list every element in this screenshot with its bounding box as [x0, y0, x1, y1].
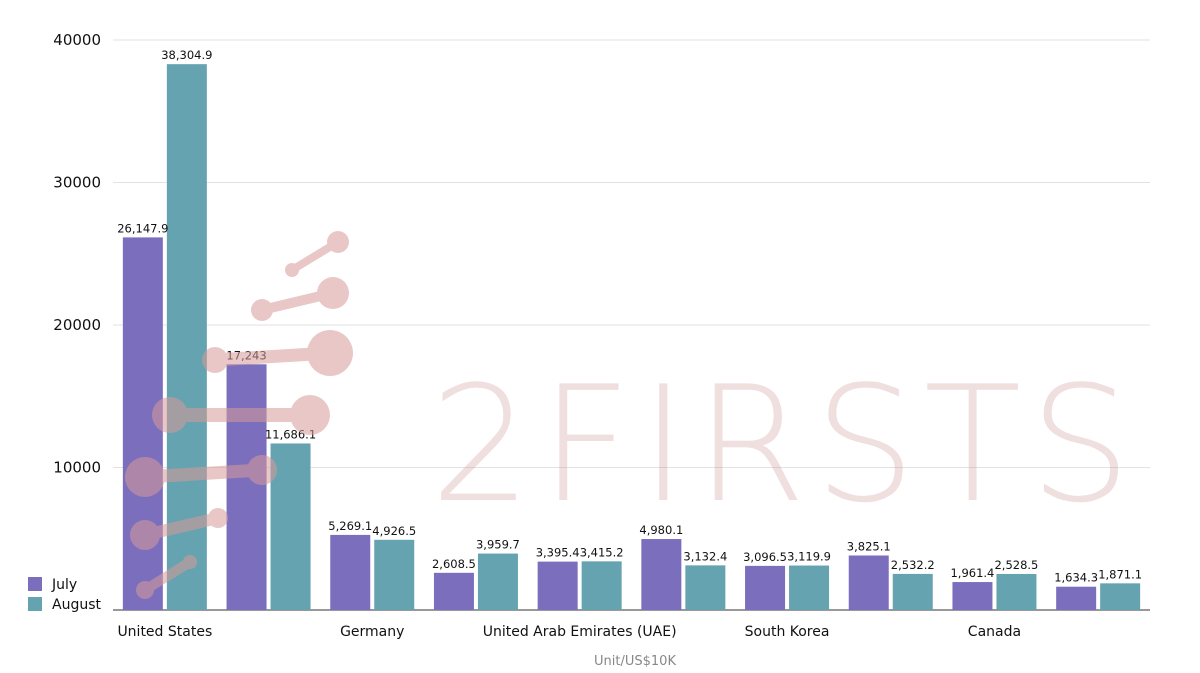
data-label-august-9: 1,871.1: [1098, 567, 1142, 581]
watermark-logo: 2FIRSTS: [125, 231, 1139, 599]
bar-august-2: [374, 539, 415, 610]
bar-july-6: [745, 565, 786, 610]
data-label-july-5: 4,980.1: [639, 523, 683, 537]
bar-july-2: [330, 534, 371, 610]
legend-swatch-august: [28, 597, 42, 611]
bar-august-1: [270, 443, 311, 610]
data-label-august-5: 3,132.4: [683, 549, 727, 563]
x-category-label: Germany: [340, 624, 404, 640]
y-tick-label: 40000: [53, 31, 101, 49]
data-label-july-8: 1,961.4: [950, 566, 994, 580]
data-label-july-2: 5,269.1: [328, 519, 372, 533]
bar-july-8: [952, 582, 993, 610]
data-label-july-3: 2,608.5: [432, 557, 476, 571]
legend: July August: [28, 577, 102, 613]
data-label-july-6: 3,096.5: [743, 550, 787, 564]
x-category-label: United States: [117, 624, 212, 640]
data-label-august-8: 2,528.5: [994, 558, 1038, 572]
legend-label-july: July: [51, 577, 77, 593]
data-label-july-4: 3,395.4: [536, 546, 580, 560]
x-category-label: South Korea: [745, 624, 830, 640]
x-axis-categories: United States Germany United Arab Emirates…: [117, 624, 1021, 640]
data-label-july-0: 26,147.9: [117, 221, 168, 235]
data-label-august-3: 3,959.7: [476, 538, 520, 552]
data-label-august-6: 3,119.9: [787, 550, 831, 564]
bar-july-4: [537, 561, 578, 610]
y-axis-ticks: 10000 20000 30000 40000: [53, 31, 101, 477]
data-label-august-7: 2,532.2: [891, 558, 935, 572]
bar-august-5: [685, 565, 726, 610]
data-label-july-9: 1,634.3: [1054, 571, 1098, 585]
data-label-july-7: 3,825.1: [847, 539, 891, 553]
bar-august-3: [477, 553, 518, 610]
bar-july-9: [1056, 586, 1097, 610]
y-tick-label: 30000: [53, 174, 101, 192]
legend-label-august: August: [52, 597, 102, 613]
y-tick-label: 20000: [53, 316, 101, 334]
bar-july-5: [641, 539, 682, 610]
watermark-emblem: [125, 231, 353, 599]
bar-august-8: [996, 573, 1037, 610]
bar-july-1: [226, 364, 267, 610]
data-label-august-0: 38,304.9: [161, 48, 212, 62]
bars: [122, 64, 1141, 611]
data-label-august-4: 3,415.2: [580, 545, 624, 559]
bar-august-4: [581, 561, 622, 610]
x-category-label: Canada: [968, 624, 1021, 640]
x-axis-unit-label: Unit/US$10K: [594, 654, 676, 669]
bar-august-7: [892, 573, 933, 610]
legend-swatch-july: [28, 577, 42, 591]
watermark-text: 2FIRSTS: [430, 351, 1139, 538]
y-tick-label: 10000: [53, 459, 101, 477]
bar-august-6: [789, 565, 830, 610]
bar-july-3: [433, 572, 474, 610]
x-category-label: United Arab Emirates (UAE): [483, 624, 677, 640]
bar-july-7: [848, 555, 889, 610]
bar-august-9: [1100, 583, 1141, 610]
data-label-august-2: 4,926.5: [372, 524, 416, 538]
